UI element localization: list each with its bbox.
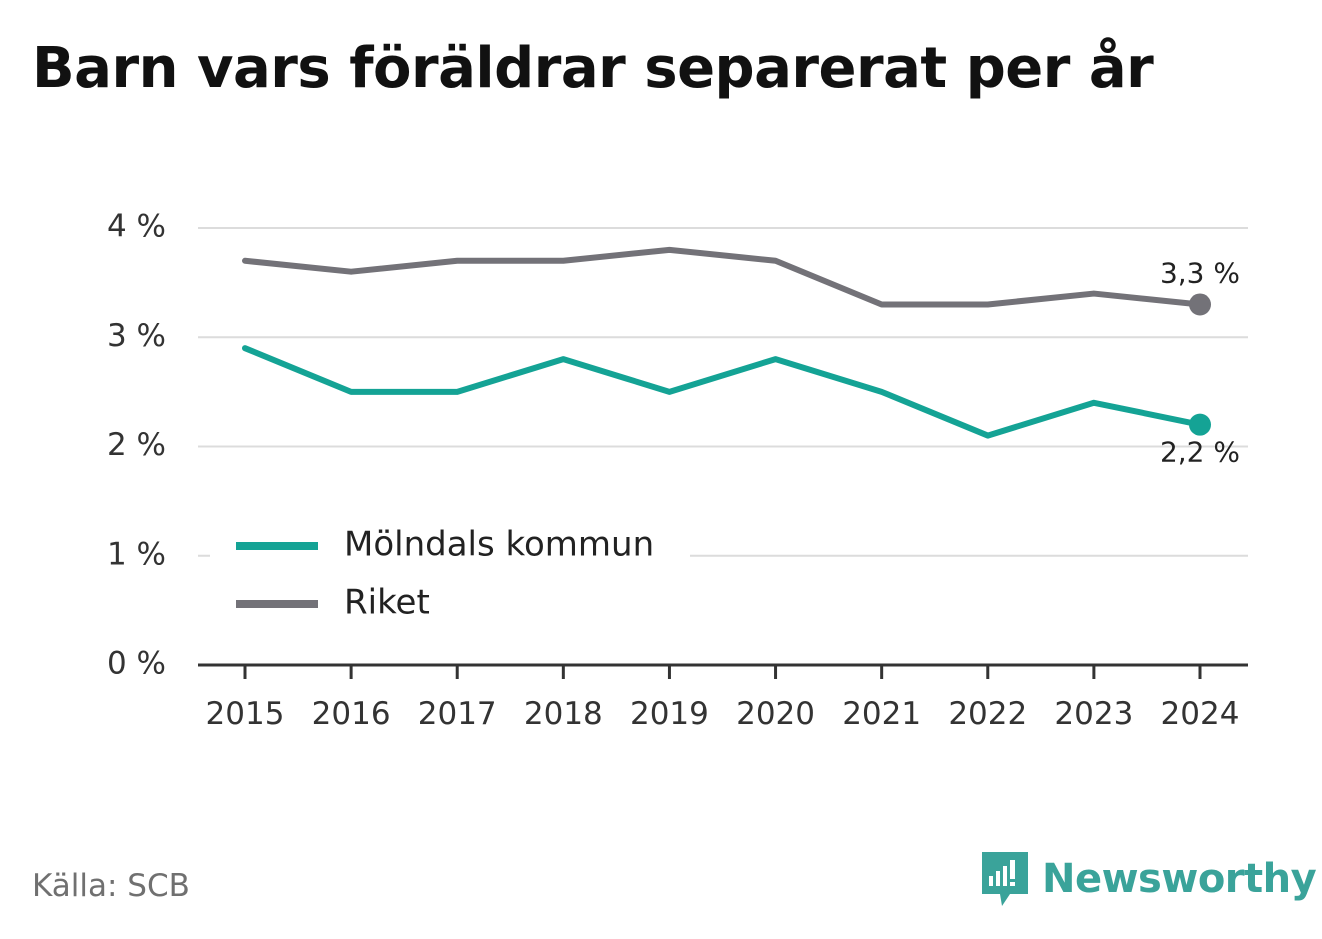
series-line xyxy=(242,345,1203,439)
y-tick-label: 2 % xyxy=(107,427,166,463)
series-riket: 3,3 % xyxy=(242,246,1240,316)
newsworthy-logo-icon xyxy=(982,852,1028,906)
x-axis: 2015 2016 2017 2018 2019 2020 2021 2022 2023 2024 xyxy=(198,663,1248,732)
y-tick-label: 4 % xyxy=(107,209,166,245)
y-tick-label: 3 % xyxy=(107,318,166,354)
x-tick-label: 2021 xyxy=(842,696,921,732)
legend-background xyxy=(210,518,690,636)
y-axis-ticks: 0 % 1 % 2 % 3 % 4 % xyxy=(107,209,166,682)
x-tick-label: 2024 xyxy=(1161,696,1240,732)
chart-title: Barn vars föräldrar separerat per år xyxy=(32,36,1154,101)
x-tick-label: 2023 xyxy=(1054,696,1133,732)
series-molndals-kommun: 2,2 % xyxy=(242,345,1240,469)
y-tick-label: 0 % xyxy=(107,646,166,682)
x-tick-label: 2020 xyxy=(736,696,815,732)
legend-label: Mölndals kommun xyxy=(344,525,654,565)
x-tick-label: 2019 xyxy=(630,696,709,732)
legend-label: Riket xyxy=(344,583,430,623)
series-line xyxy=(242,246,1203,308)
x-tick-label: 2016 xyxy=(312,696,391,732)
y-tick-label: 1 % xyxy=(107,536,166,572)
brand-name: Newsworthy xyxy=(1042,856,1317,902)
end-point-marker xyxy=(1189,413,1211,436)
x-tick-label: 2017 xyxy=(418,696,497,732)
source-note: Källa: SCB xyxy=(32,868,190,904)
end-value-label: 3,3 % xyxy=(1160,256,1240,289)
x-tick-label: 2022 xyxy=(948,696,1027,732)
x-tick-label: 2018 xyxy=(524,696,603,732)
legend: Mölndals kommun Riket xyxy=(210,518,690,636)
end-point-marker xyxy=(1189,293,1211,316)
end-value-label: 2,2 % xyxy=(1160,436,1240,469)
x-tick-label: 2015 xyxy=(206,696,285,732)
series-lines: 2,2 % 3,3 % xyxy=(242,246,1240,469)
brand-logo: Newsworthy xyxy=(980,850,1317,908)
